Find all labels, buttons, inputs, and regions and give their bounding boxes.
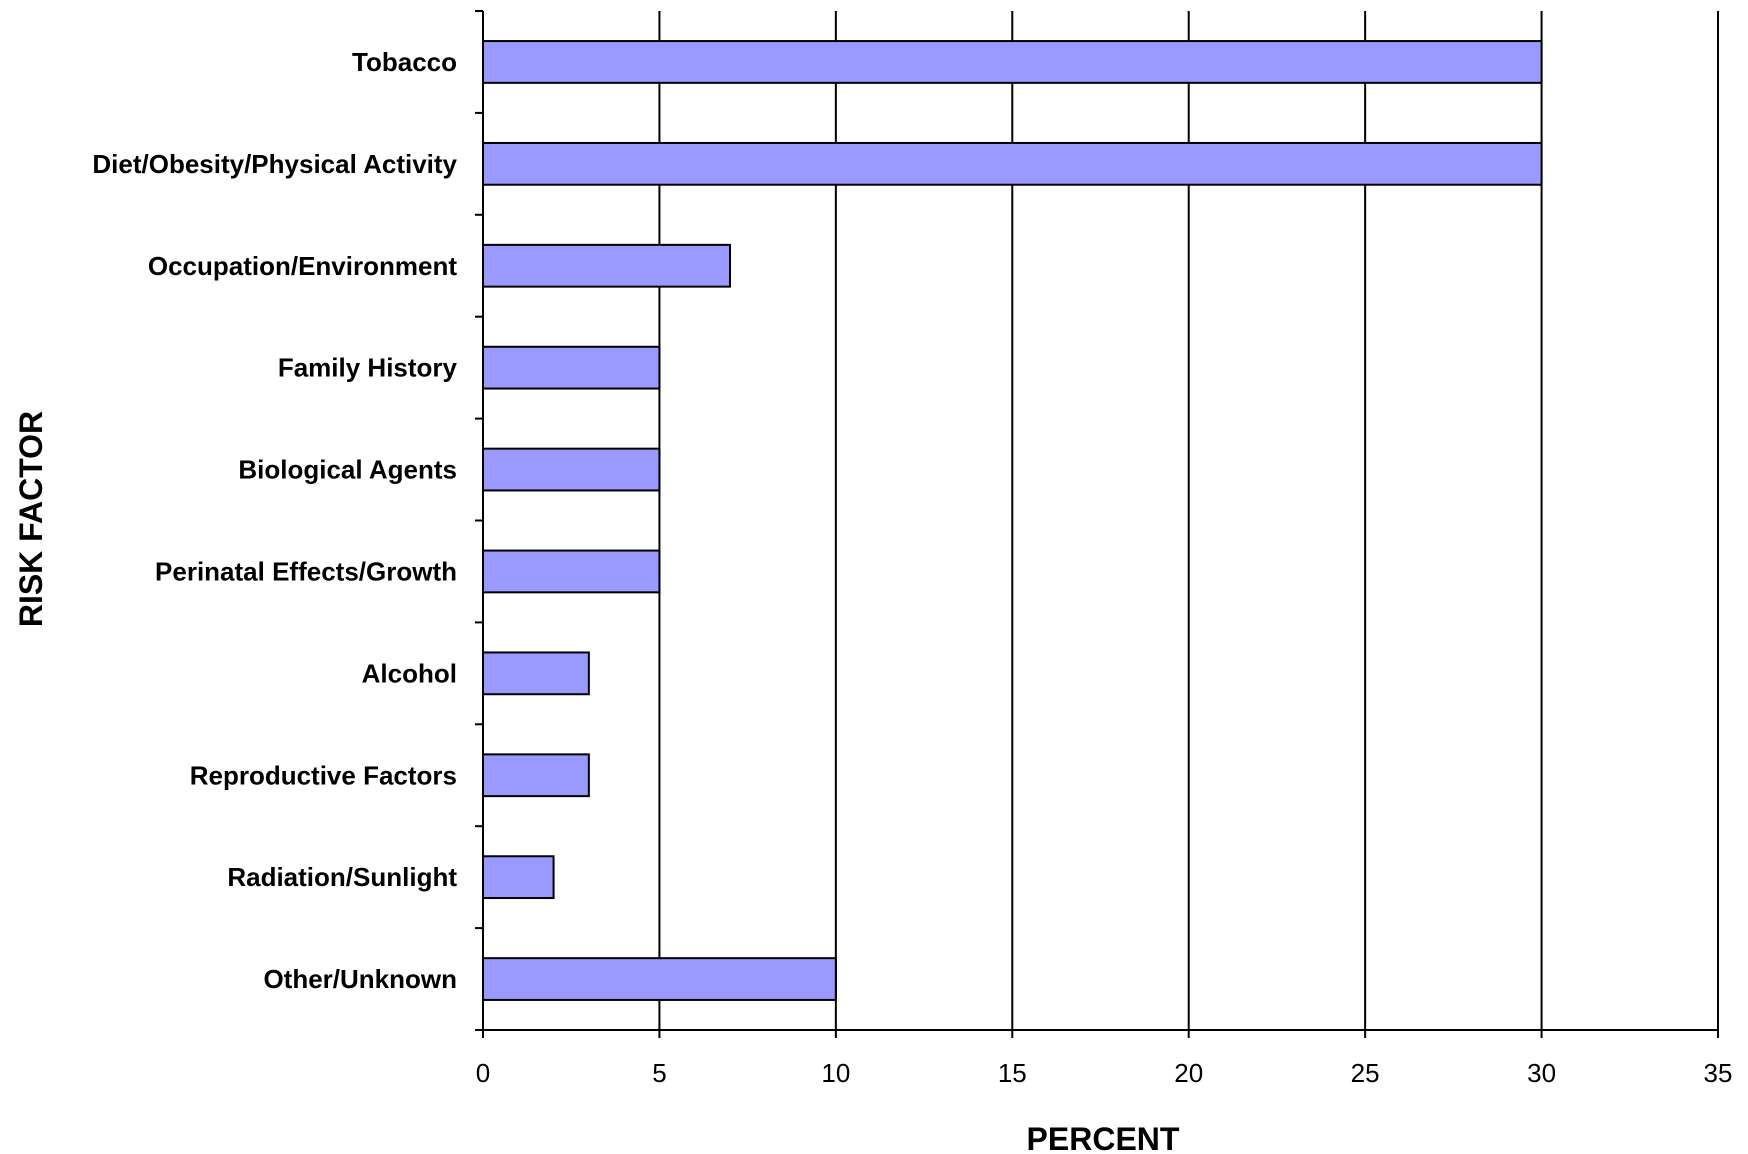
category-label: Occupation/Environment <box>148 251 457 281</box>
bar <box>482 447 661 492</box>
x-tick-labels: 0 5 10 15 20 25 30 35 <box>476 1058 1733 1088</box>
x-tick-label: 0 <box>476 1058 490 1088</box>
y-axis-title: RISK FACTOR <box>13 411 49 627</box>
category-label: Perinatal Effects/Growth <box>155 556 457 586</box>
bar <box>482 753 590 798</box>
x-tick-label: 30 <box>1527 1058 1556 1088</box>
category-label: Other/Unknown <box>263 964 457 994</box>
category-label: Radiation/Sunlight <box>227 862 457 892</box>
category-label: Tobacco <box>352 47 457 77</box>
x-tick-label: 10 <box>821 1058 850 1088</box>
x-tick-label: 25 <box>1351 1058 1380 1088</box>
category-label: Diet/Obesity/Physical Activity <box>92 149 457 179</box>
bar <box>482 243 731 288</box>
x-tick-label: 5 <box>652 1058 666 1088</box>
x-tick-label: 15 <box>998 1058 1027 1088</box>
category-labels: Tobacco Diet/Obesity/Physical Activity Occ… <box>92 47 457 994</box>
bar <box>482 345 661 390</box>
bar <box>482 40 1543 84</box>
bar <box>482 651 590 696</box>
bar <box>482 855 555 900</box>
category-label: Alcohol <box>362 658 457 688</box>
bar <box>482 141 1543 186</box>
bar <box>482 957 837 1001</box>
bar <box>482 549 661 594</box>
x-tick-label: 35 <box>1704 1058 1733 1088</box>
x-tick-label: 20 <box>1174 1058 1203 1088</box>
axes <box>475 10 1719 1038</box>
category-label: Family History <box>278 353 458 383</box>
category-label: Biological Agents <box>238 455 457 485</box>
x-axis-title: PERCENT <box>1027 1121 1180 1154</box>
category-label: Reproductive Factors <box>190 760 457 790</box>
bars <box>482 40 1543 1001</box>
